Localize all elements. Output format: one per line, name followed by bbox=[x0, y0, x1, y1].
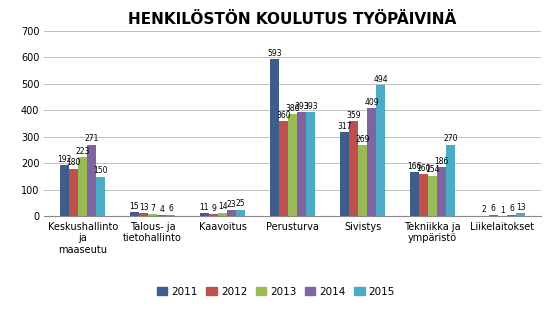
Bar bbox=[148, 214, 157, 216]
Bar bbox=[78, 157, 87, 216]
Bar bbox=[340, 132, 349, 216]
Text: 13: 13 bbox=[139, 202, 148, 212]
Text: 6: 6 bbox=[509, 204, 514, 214]
Text: 393: 393 bbox=[294, 102, 309, 111]
Bar bbox=[516, 213, 525, 216]
Text: 14: 14 bbox=[218, 202, 227, 211]
Title: HENKILÖSTÖN KOULUTUS TYÖPÄIVINÄ: HENKILÖSTÖN KOULUTUS TYÖPÄIVINÄ bbox=[129, 12, 457, 27]
Legend: 2011, 2012, 2013, 2014, 2015: 2011, 2012, 2013, 2014, 2015 bbox=[153, 282, 399, 301]
Bar bbox=[60, 165, 69, 216]
Bar bbox=[306, 112, 315, 216]
Text: 186: 186 bbox=[434, 157, 449, 166]
Bar bbox=[279, 121, 288, 216]
Bar bbox=[200, 214, 209, 216]
Text: 25: 25 bbox=[236, 199, 246, 208]
Bar bbox=[87, 145, 96, 216]
Text: 180: 180 bbox=[66, 158, 81, 167]
Bar bbox=[446, 145, 455, 216]
Bar bbox=[410, 172, 419, 216]
Text: 269: 269 bbox=[355, 135, 370, 144]
Text: 317: 317 bbox=[337, 122, 352, 131]
Bar bbox=[157, 215, 166, 216]
Bar bbox=[297, 112, 306, 216]
Bar bbox=[437, 167, 446, 216]
Bar bbox=[166, 215, 176, 216]
Bar bbox=[349, 121, 358, 216]
Bar bbox=[376, 86, 385, 216]
Text: 271: 271 bbox=[84, 134, 99, 143]
Bar bbox=[419, 174, 428, 216]
Text: 1: 1 bbox=[500, 206, 505, 215]
Text: 2: 2 bbox=[482, 205, 487, 214]
Bar bbox=[139, 213, 148, 216]
Bar bbox=[96, 176, 105, 216]
Bar bbox=[270, 59, 279, 216]
Bar bbox=[489, 215, 498, 216]
Text: 386: 386 bbox=[285, 104, 300, 113]
Bar bbox=[507, 215, 516, 216]
Text: 593: 593 bbox=[267, 49, 282, 58]
Text: 409: 409 bbox=[364, 98, 379, 107]
Text: 23: 23 bbox=[227, 200, 236, 209]
Bar bbox=[236, 210, 245, 216]
Text: 360: 360 bbox=[276, 111, 291, 120]
Bar bbox=[367, 108, 376, 216]
Text: 160: 160 bbox=[416, 163, 431, 173]
Bar bbox=[227, 210, 236, 216]
Text: 6: 6 bbox=[168, 204, 173, 214]
Bar bbox=[130, 212, 139, 216]
Bar bbox=[69, 169, 78, 216]
Bar bbox=[428, 176, 437, 216]
Text: 11: 11 bbox=[200, 203, 209, 212]
Text: 166: 166 bbox=[407, 162, 422, 171]
Bar bbox=[218, 213, 227, 216]
Bar bbox=[358, 145, 367, 216]
Text: 359: 359 bbox=[346, 111, 361, 120]
Text: 393: 393 bbox=[304, 102, 318, 111]
Text: 150: 150 bbox=[94, 166, 108, 175]
Text: 13: 13 bbox=[516, 202, 526, 212]
Text: 4: 4 bbox=[160, 205, 164, 214]
Text: 9: 9 bbox=[211, 204, 216, 213]
Text: 270: 270 bbox=[443, 134, 458, 143]
Text: 7: 7 bbox=[150, 204, 155, 213]
Text: 15: 15 bbox=[130, 202, 139, 211]
Text: 494: 494 bbox=[373, 75, 388, 84]
Text: 154: 154 bbox=[425, 165, 440, 174]
Text: 192: 192 bbox=[57, 155, 72, 164]
Text: 6: 6 bbox=[491, 204, 496, 214]
Bar bbox=[209, 214, 218, 216]
Bar bbox=[288, 114, 297, 216]
Text: 223: 223 bbox=[76, 147, 90, 156]
